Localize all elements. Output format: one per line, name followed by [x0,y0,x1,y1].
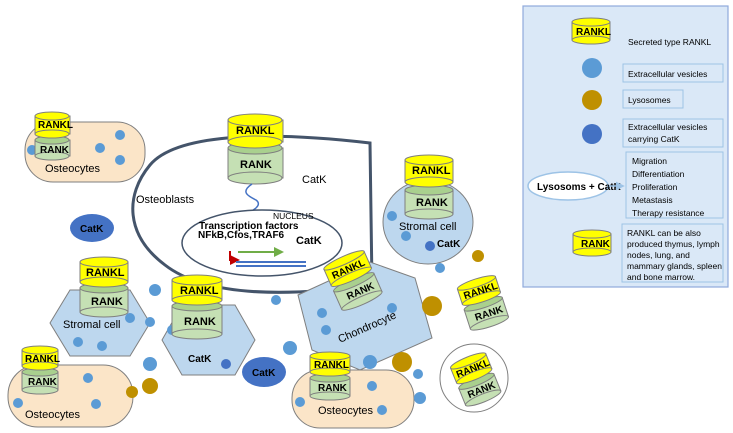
rankl-label: RANKL [412,165,451,177]
effect-proliferation: Proliferation [632,182,678,192]
rank-note-line5: and bone marrow. [627,272,695,282]
legend-panel: RANKL Secreted type RANKL Extracellular … [522,5,729,288]
transcription-factors-label: Transcription factors [199,221,299,232]
rank-label: RANK [240,159,272,171]
rankl-label: RANKL [86,267,125,279]
stromal-cell-label: Stromal cell [399,221,456,233]
receptor-osteocyte-bl: RANK RANKL [21,345,60,395]
legend-rank-note: RANK RANKL can be also produced thymus, … [572,223,724,283]
chondrocyte-cell: Chondrocyte [297,261,433,371]
scattered-vesicles [126,250,484,404]
catk-label: CatK [188,354,212,365]
rank-label: RANK [28,377,58,388]
rankl-label: RANKL [576,27,611,38]
osteoblasts-label: Osteoblasts [136,194,195,206]
effect-migration: Migration [632,156,667,166]
rank-note-line3: nodes, lung, and [627,250,690,260]
stromal-cell-label: Stromal cell [63,319,120,331]
rank-label: RANK [581,239,611,250]
rank-note-line4: mammary glands, spleen [627,261,722,271]
rankl-label: RANKL [180,285,219,297]
effect-metastasis: Metastasis [632,195,673,205]
catk-label: CatK [302,174,327,186]
promoter-arrow [229,251,240,265]
rank-label: RANK [40,145,70,156]
receptor-chondrocyte: RANK RANKL [323,250,383,311]
nucleus: NUCLEUS Transcription factors NFkB,Cfos,… [181,209,343,277]
tf-list-label: NFkB,Cfos,TRAF6 [198,230,285,241]
legend-ev-catk-line2: carrying CatK [628,134,680,144]
effect-therapy-resistance: Therapy resistance [632,208,705,218]
rankl-label: RANKL [25,354,60,365]
legend-lysosomes-text: Lysosomes [628,95,671,105]
receptor-osteocyte-tl: RANK RANKL [34,111,73,161]
catk-gene-label: CatK [296,235,322,247]
receptor-stromal-left: RANK RANKL [79,256,129,318]
receptor-osteocyte-bc: RANK RANKL [309,351,351,401]
rank-label: RANK [416,197,448,209]
legend-ev-catk: Extracellular vesicles carrying CatK [582,118,724,148]
lysosoms-catk-text: Lysosoms + CatK [537,182,622,193]
rank-label: RANK [91,296,123,308]
catk-label: CatK [252,368,276,379]
osteocytes-label: Osteocytes [45,163,101,175]
catk-vesicle-left: CatK [70,214,114,242]
receptor-stromal-right: RANK RANKL [404,154,454,220]
receptor-free-right: RANK RANKL [456,275,510,331]
receptor-hexagon: RANK RANKL [171,274,223,340]
nucleus-label: NUCLEUS [273,211,314,221]
osteocytes-label: Osteocytes [25,409,81,421]
legend-ev-text: Extracellular vesicles [628,69,707,79]
legend-ev: Extracellular vesicles [582,58,724,83]
rankl-label: RANKL [314,360,349,371]
catk-label: CatK [437,239,461,250]
catk-label: CatK [80,224,104,235]
circled-receptor: RANK RANKL [439,343,509,413]
legend-lysosomes: Lysosomes [582,89,684,110]
legend-ev-catk-line1: Extracellular vesicles [628,122,707,132]
legend-lysosoms-catk: Lysosoms + CatK Migration Differentiatio… [527,151,724,219]
rank-label: RANK [318,383,348,394]
rankl-label: RANKL [38,120,73,131]
catk-vesicle-center: CatK [242,357,286,387]
rank-label: RANK [184,316,216,328]
effect-differentiation: Differentiation [632,169,685,179]
receptor-osteoblast: RANK RANKL [227,113,284,185]
legend-secreted-rankl: RANKL Secreted type RANKL [571,17,711,47]
rank-note-line2: produced thymus, lymph [627,239,720,249]
rank-note-line1: RANKL can be also [627,228,701,238]
rankl-label: RANKL [236,125,275,137]
legend-secreted-rankl-text: Secreted type RANKL [628,37,711,47]
osteocytes-label: Osteocytes [318,405,374,417]
